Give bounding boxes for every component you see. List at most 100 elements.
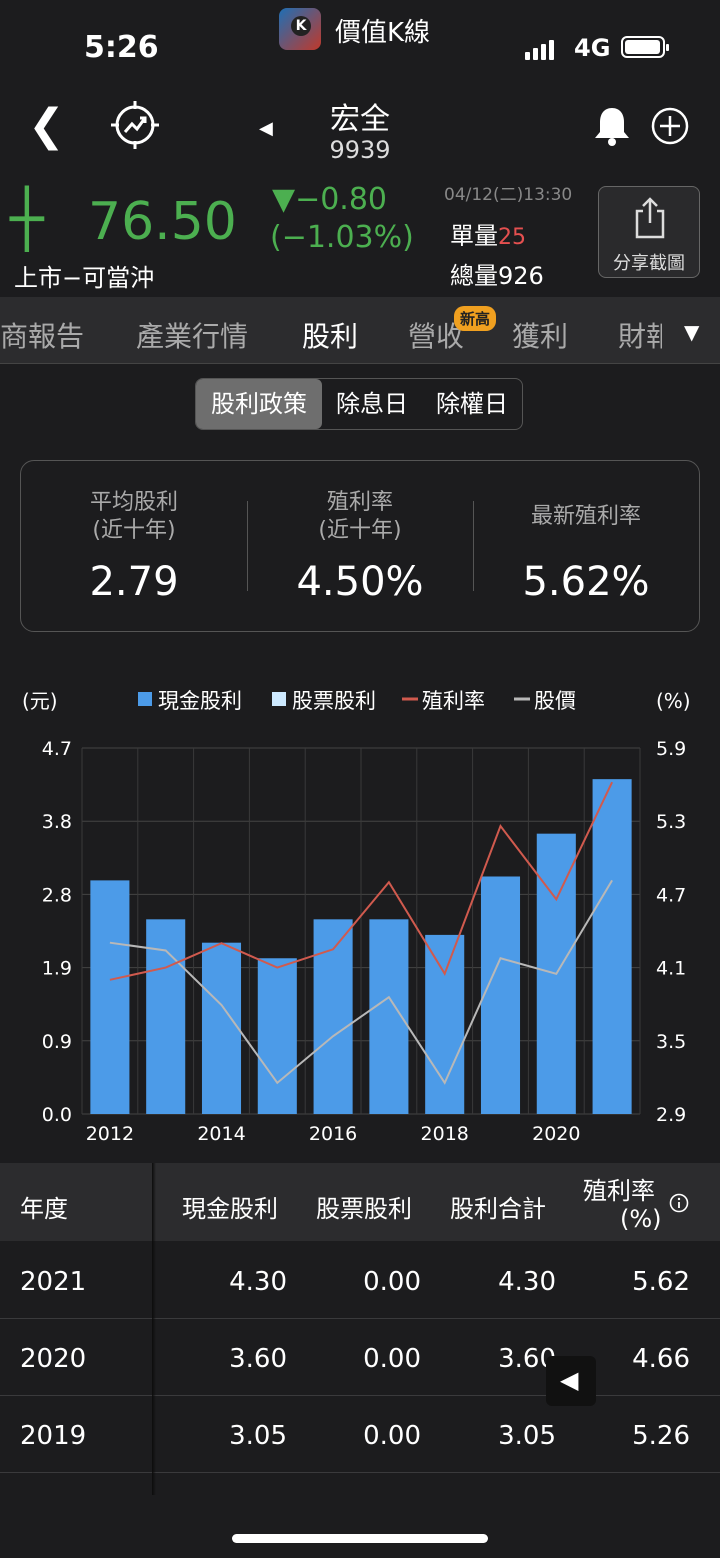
table-cell: 0.00 bbox=[363, 1344, 421, 1374]
table-row: 2019 3.05 0.00 3.05 5.26 bbox=[0, 1395, 720, 1473]
tab-report[interactable]: 商報告 bbox=[0, 320, 85, 353]
share-icon bbox=[635, 197, 665, 239]
line-price bbox=[109, 879, 613, 1085]
stock-code: 9939 bbox=[329, 136, 391, 164]
subtab-policy[interactable]: 股利政策 bbox=[196, 379, 322, 429]
right-axis-unit: (%) bbox=[656, 689, 691, 713]
bell-icon[interactable] bbox=[590, 104, 634, 148]
x-tick: 2014 bbox=[197, 1123, 245, 1145]
left-axis-unit: (元) bbox=[22, 689, 58, 713]
home-indicator[interactable] bbox=[232, 1534, 488, 1543]
legend-swatch bbox=[138, 692, 152, 706]
table-row: 2020 3.60 0.00 3.60 4.66 bbox=[0, 1318, 720, 1396]
y-left-tick: 4.7 bbox=[42, 738, 72, 760]
col-year: 年度 bbox=[20, 1195, 68, 1223]
tab-more-icon[interactable]: ▼ bbox=[684, 320, 700, 344]
bar-cash-dividend bbox=[201, 942, 242, 1114]
table-cell: 5.62 bbox=[632, 1267, 690, 1297]
tab-bar: 商報告 產業行情 股利 營收 獲利 財報 bbox=[0, 297, 720, 364]
prev-stock-icon[interactable]: ◀ bbox=[259, 118, 273, 139]
market-status: 上市−可當沖 bbox=[14, 264, 155, 292]
candle-icon: ┼ bbox=[10, 187, 44, 252]
total-volume-label: 總量 bbox=[450, 262, 498, 290]
table-cell: 2019 bbox=[20, 1421, 87, 1451]
price-change: ▼−0.80 bbox=[272, 182, 388, 217]
y-left-tick: 0.9 bbox=[42, 1031, 72, 1053]
tab-industry[interactable]: 產業行情 bbox=[136, 320, 249, 353]
avg-dividend-value: 2.79 bbox=[89, 559, 179, 605]
legend-label: 殖利率 bbox=[422, 689, 485, 713]
summary-label-line: 殖利率 bbox=[326, 490, 393, 515]
total-volume: 總量926 bbox=[450, 256, 544, 291]
unit-volume-label: 單量 bbox=[450, 222, 498, 250]
bar-cash-dividend bbox=[425, 934, 465, 1114]
trend-target-icon[interactable] bbox=[110, 100, 160, 150]
col-yield-unit: (%) bbox=[620, 1205, 662, 1233]
quote-datetime: 04/12(二)13:30 bbox=[444, 185, 573, 205]
col-cash: 現金股利 bbox=[182, 1195, 278, 1223]
y-left-tick: 1.9 bbox=[42, 958, 72, 980]
table-cell: 2021 bbox=[20, 1267, 87, 1297]
tab-profit[interactable]: 獲利 bbox=[512, 320, 569, 353]
avg-yield-value: 4.50% bbox=[296, 559, 424, 605]
tab-dividend[interactable]: 股利 bbox=[302, 320, 359, 353]
col-total: 股利合計 bbox=[450, 1195, 546, 1223]
bar-cash-dividend bbox=[480, 876, 521, 1114]
y-right-tick: 5.3 bbox=[656, 811, 686, 833]
y-left-tick: 0.0 bbox=[42, 1104, 72, 1126]
signal-icon bbox=[525, 40, 557, 60]
dividend-summary: 平均股利 (近十年) 2.79 殖利率 (近十年) 4.50% 最新殖利率 5.62… bbox=[20, 460, 700, 632]
stock-price: 76.50 bbox=[88, 192, 237, 252]
dividend-subtabs: 股利政策 除息日 除權日 bbox=[195, 378, 523, 430]
y-right-tick: 4.1 bbox=[656, 958, 686, 980]
y-right-tick: 3.5 bbox=[656, 1031, 686, 1053]
table-cell: 0.00 bbox=[363, 1267, 421, 1297]
price-change-percent: (−1.03%) bbox=[270, 220, 414, 255]
scroll-left-icon[interactable]: ◀ bbox=[546, 1356, 596, 1406]
y-left-tick: 2.8 bbox=[42, 884, 72, 906]
col-stock: 股票股利 bbox=[316, 1195, 412, 1223]
summary-label: 殖利率 (近十年) bbox=[247, 489, 473, 545]
info-icon[interactable] bbox=[669, 1193, 689, 1213]
bar-cash-dividend bbox=[313, 919, 353, 1114]
line-yield bbox=[109, 781, 614, 981]
x-tick: 2020 bbox=[532, 1123, 580, 1145]
legend-label: 股價 bbox=[534, 689, 576, 713]
table-cell: 3.60 bbox=[229, 1344, 287, 1374]
table-cell: 5.26 bbox=[632, 1421, 690, 1451]
summary-label-line: 最新殖利率 bbox=[530, 504, 641, 529]
table-cell: 2020 bbox=[20, 1344, 87, 1374]
network-type: 4G bbox=[574, 34, 611, 62]
bar-cash-dividend bbox=[90, 880, 130, 1114]
add-icon[interactable] bbox=[650, 106, 690, 146]
bar-cash-dividend bbox=[257, 958, 297, 1114]
unit-volume-value: 25 bbox=[498, 225, 526, 250]
summary-label-line: (近十年) bbox=[92, 518, 176, 543]
col-yield: 殖利率 bbox=[583, 1177, 655, 1205]
table-cell: 4.30 bbox=[498, 1267, 556, 1297]
y-right-tick: 5.9 bbox=[656, 738, 686, 760]
table-row: 2021 4.30 0.00 4.30 5.62 bbox=[0, 1241, 720, 1319]
latest-yield-value: 5.62% bbox=[522, 559, 650, 605]
bar-cash-dividend bbox=[592, 779, 632, 1114]
tab-financials[interactable]: 財報 bbox=[618, 320, 662, 353]
back-icon[interactable]: ❮ bbox=[28, 100, 65, 151]
battery-icon bbox=[621, 36, 669, 58]
app-logo-icon: K bbox=[279, 8, 321, 50]
stock-name: 宏全 bbox=[330, 102, 390, 137]
subtab-ex-dividend[interactable]: 除息日 bbox=[336, 390, 408, 418]
legend-label: 現金股利 bbox=[158, 689, 242, 713]
dividend-chart: 現金股利 股票股利 殖利率 股價 (元) (%) 0.0 2.9 0.9 3.5 1.9 4.1 2.8… bbox=[22, 689, 691, 1145]
table-cell: 3.05 bbox=[229, 1421, 287, 1451]
app-name: 價值K線 bbox=[335, 18, 431, 48]
subtab-ex-rights[interactable]: 除權日 bbox=[436, 390, 508, 418]
unit-volume: 單量25 bbox=[450, 216, 526, 251]
y-left-tick: 3.8 bbox=[42, 811, 72, 833]
share-screenshot-button[interactable]: 分享截圖 bbox=[598, 186, 700, 278]
new-high-badge: 新高 bbox=[454, 306, 497, 331]
summary-label: 最新殖利率 bbox=[473, 503, 699, 531]
summary-label-line: 平均股利 bbox=[89, 490, 178, 515]
table-cell: 0.00 bbox=[363, 1421, 421, 1451]
summary-label-line: (近十年) bbox=[318, 518, 402, 543]
total-volume-value: 926 bbox=[498, 262, 544, 290]
